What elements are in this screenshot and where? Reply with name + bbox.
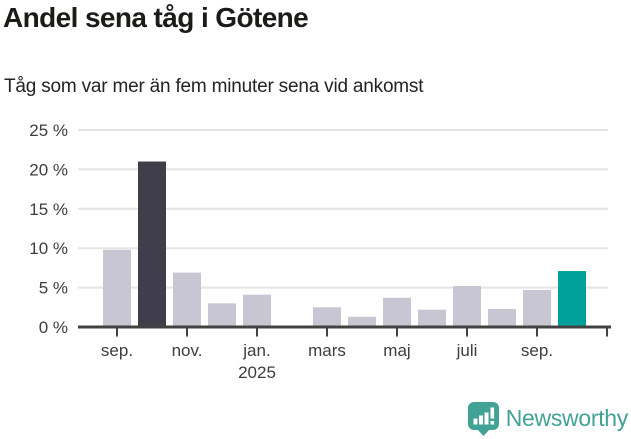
y-tick-label: 25 % xyxy=(29,121,68,140)
bar-maj-2025 xyxy=(383,297,411,327)
bar-nov-2024 xyxy=(173,272,201,327)
x-tick-label: nov. xyxy=(172,341,203,360)
y-tick-label: 15 % xyxy=(29,200,68,219)
y-tick-label: 20 % xyxy=(29,160,68,179)
bar-sep-2024 xyxy=(103,249,131,327)
logo-bar-medium xyxy=(478,415,483,425)
x-tick-label: jan. xyxy=(242,341,270,360)
x-tick-label: maj xyxy=(383,341,410,360)
chart-title: Andel sena tåg i Götene xyxy=(3,2,309,33)
y-tick-label: 0 % xyxy=(39,318,68,337)
bar-aug-2025 xyxy=(488,308,516,327)
logo-exclamation-stroke xyxy=(490,407,494,419)
x-tick-label: juli xyxy=(456,341,478,360)
logo-bar-small xyxy=(473,418,478,425)
logo-exclamation-dot xyxy=(490,421,494,425)
bar-jun-2025 xyxy=(418,309,446,327)
bar-jan-2025 xyxy=(243,294,271,327)
brand-name: Newsworthy xyxy=(505,405,629,431)
y-tick-label: 10 % xyxy=(29,239,68,258)
brand-footer: Newsworthy xyxy=(467,401,628,436)
bar-juli-2025 xyxy=(453,286,481,327)
x-tick-sublabel: 2025 xyxy=(238,363,276,382)
chart-subtitle: Tåg som var mer än fem minuter sena vid … xyxy=(4,76,424,97)
y-tick-label: 5 % xyxy=(39,279,68,298)
newsworthy-logo-icon xyxy=(467,402,499,436)
x-tick-label: mars xyxy=(308,341,346,360)
logo-bar-tall xyxy=(484,412,489,425)
bar-apr-2025 xyxy=(348,316,376,327)
bar-mars-2025 xyxy=(313,307,341,327)
bar-chart: 0 % 5 % 10 % 15 % 20 % 25 % sep. nov. jan. 2025 ma… xyxy=(29,121,611,382)
bar-okt-2024 xyxy=(138,161,166,327)
bar-sep-2025 xyxy=(523,289,551,327)
x-tick-label: sep. xyxy=(521,341,553,360)
x-tick-label: sep. xyxy=(101,341,133,360)
bar-okt-2025 xyxy=(558,271,586,327)
bar-dec-2024 xyxy=(208,303,236,327)
